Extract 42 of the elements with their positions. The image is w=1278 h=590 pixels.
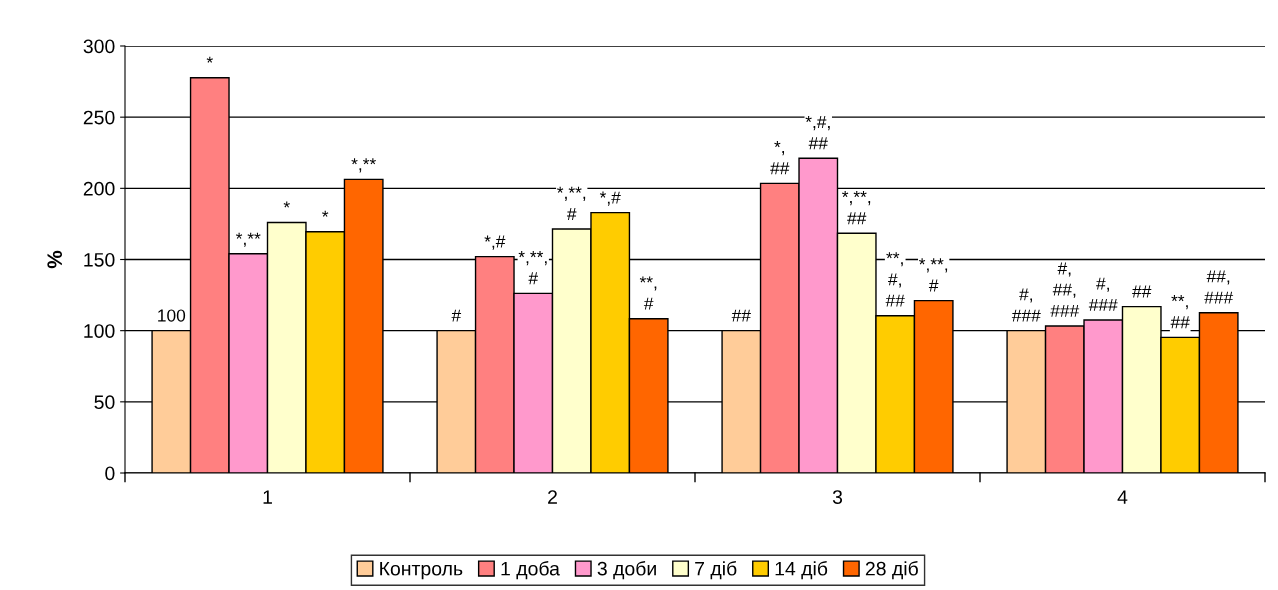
data-label: #, ###: [1088, 277, 1118, 311]
data-label: ##: [731, 309, 751, 322]
data-label: *,**, #: [919, 258, 948, 292]
y-tick-label: 100: [84, 324, 115, 338]
data-label: *,**, ##: [842, 190, 871, 225]
data-label: *,#: [599, 191, 621, 206]
legend-label: Контроль: [380, 561, 463, 580]
y-tick-label: 150: [84, 252, 115, 267]
data-label: **, #, ##: [885, 252, 905, 307]
data-label: ##: [1132, 285, 1152, 298]
legend-label: 28 діб: [865, 561, 918, 580]
data-label: #, ##, ###: [1050, 262, 1080, 317]
data-label: 100: [158, 309, 186, 322]
data-label: *,#, ##: [805, 115, 830, 150]
legend-label: 7 діб: [695, 561, 737, 580]
x-tick-label: 3: [832, 490, 843, 504]
data-label: *,**: [235, 232, 261, 247]
legend-label: 3 доби: [597, 561, 656, 580]
x-tick-label: 2: [548, 490, 557, 504]
data-label: *,#: [484, 235, 506, 250]
data-label: **, ##: [1170, 295, 1190, 329]
y-tick-label: 0: [105, 466, 115, 481]
y-tick-label: 50: [94, 395, 115, 410]
data-label: *,**: [351, 158, 376, 173]
legend-label: 1 доба: [501, 561, 560, 580]
data-label: *: [322, 210, 329, 217]
y-axis-title: %: [47, 250, 63, 269]
data-label: **, #: [639, 276, 657, 310]
data-label: *, ##: [770, 141, 790, 175]
x-tick-label: 1: [263, 490, 272, 504]
data-label: ##, ###: [1204, 270, 1234, 304]
data-label: *,**, #: [557, 186, 586, 220]
y-tick-label: 250: [83, 110, 115, 125]
legend-label: 14 діб: [775, 561, 828, 580]
data-label: *,**, #: [518, 251, 547, 285]
x-tick-label: 4: [1117, 490, 1128, 504]
data-label: *: [283, 201, 290, 208]
data-label: #, ###: [1011, 288, 1041, 322]
y-tick-label: 300: [83, 39, 115, 54]
data-label: #: [451, 309, 462, 322]
data-label: *: [206, 56, 213, 63]
y-tick-label: 200: [83, 181, 115, 196]
